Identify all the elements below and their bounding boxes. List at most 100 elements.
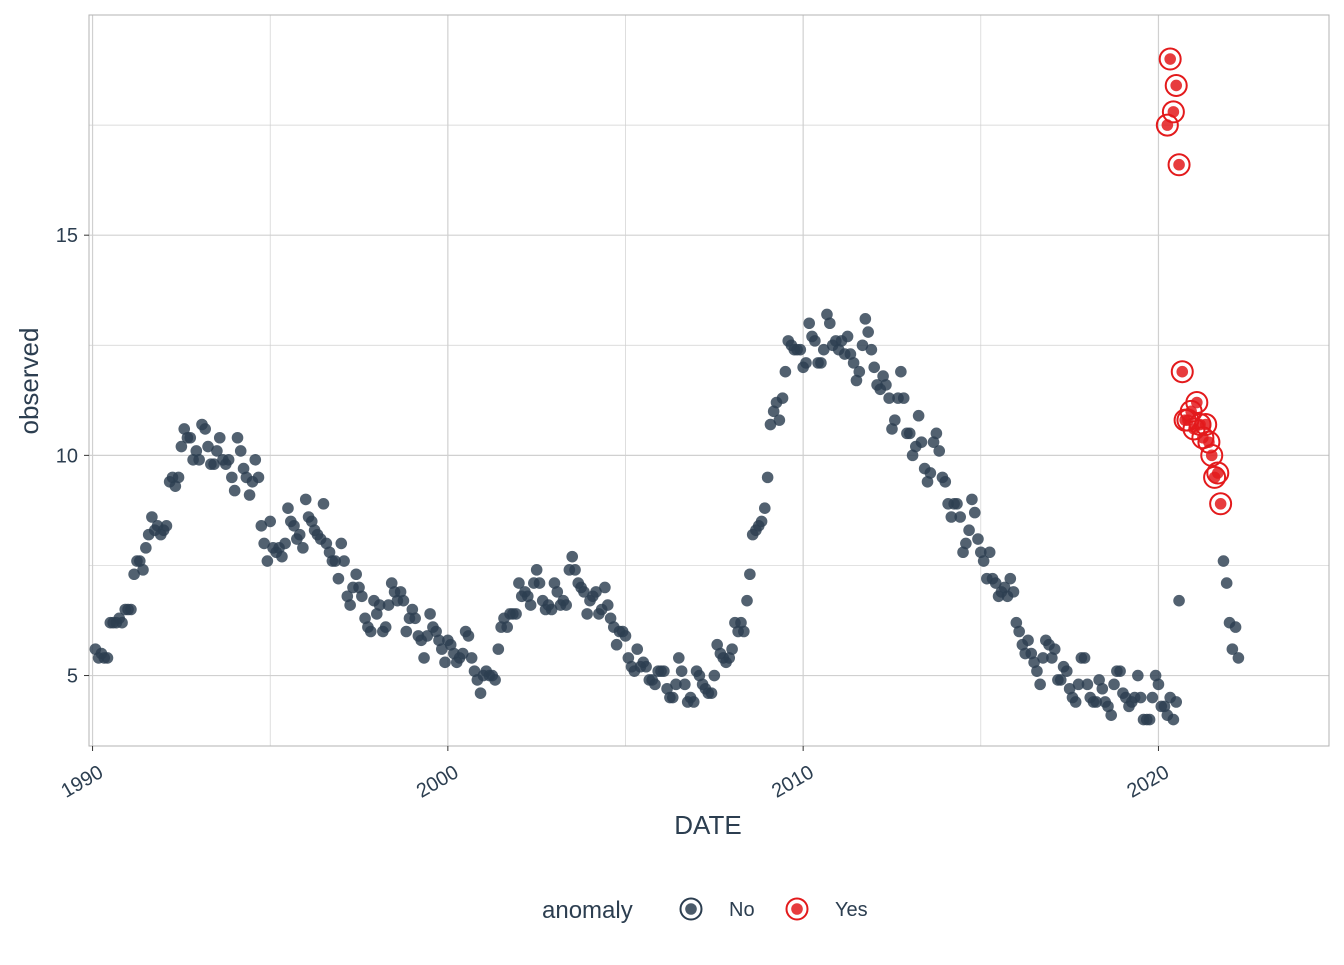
data-point [853, 365, 866, 378]
data-point [744, 568, 756, 581]
data-point [1054, 674, 1067, 686]
data-point [880, 379, 892, 391]
data-point [1114, 665, 1126, 677]
data-point [1078, 652, 1091, 664]
data-point [1093, 674, 1105, 686]
legend-key-dot [791, 903, 803, 915]
data-point [738, 625, 750, 638]
data-point [444, 638, 457, 651]
data-point [199, 423, 211, 435]
anomaly-point [1164, 53, 1176, 65]
data-point [344, 599, 356, 611]
data-point [421, 630, 434, 642]
data-point [468, 665, 481, 677]
data-point [1108, 678, 1120, 691]
data-point [211, 445, 223, 457]
data-point [578, 586, 590, 598]
data-point [1134, 691, 1147, 704]
data-point [1013, 625, 1025, 638]
data-point [672, 652, 685, 664]
data-point [977, 555, 990, 567]
data-point [379, 621, 392, 633]
data-point [927, 436, 940, 448]
data-point [844, 348, 857, 360]
data-point [794, 343, 807, 356]
data-point [1146, 691, 1159, 704]
data-point [850, 374, 863, 387]
data-point [320, 537, 333, 550]
data-point [317, 498, 330, 510]
data-point [261, 555, 274, 567]
anomaly-point [1211, 467, 1224, 479]
data-point [1060, 665, 1073, 677]
data-point [222, 453, 235, 466]
anomaly-ring [1194, 413, 1218, 437]
data-point [649, 678, 661, 691]
data-point [382, 599, 395, 611]
data-point [359, 612, 371, 625]
data-point [1143, 713, 1156, 726]
legend: anomaly No Yes [542, 897, 868, 924]
data-point [137, 564, 149, 576]
data-point [1149, 669, 1162, 682]
data-point [370, 608, 383, 620]
anomaly-ring [1185, 391, 1209, 415]
data-point [755, 515, 768, 528]
anomaly-ring [1164, 73, 1188, 97]
data-point [741, 594, 753, 607]
data-point [903, 427, 916, 440]
data-point [237, 462, 250, 475]
anomaly-point [1199, 418, 1212, 431]
data-point [957, 546, 969, 559]
data-point [779, 365, 792, 378]
data-point [338, 555, 350, 567]
data-point [264, 515, 277, 528]
data-point [258, 537, 270, 550]
data-point [202, 440, 214, 453]
y-tick-label: 5 [67, 666, 78, 688]
data-point [1025, 647, 1038, 660]
data-point [226, 471, 238, 484]
data-point [462, 630, 475, 642]
anomaly-ring [1158, 47, 1182, 71]
data-point [252, 471, 265, 484]
data-point [373, 599, 386, 611]
data-point [178, 423, 191, 435]
data-point [299, 493, 312, 506]
data-point [886, 423, 898, 435]
data-point [134, 555, 146, 567]
anomaly-ring [1167, 153, 1191, 177]
x-axis-title: DATE [674, 810, 741, 840]
data-point [581, 608, 593, 620]
data-point [968, 506, 981, 519]
data-point [297, 542, 309, 554]
data-point [951, 498, 963, 510]
data-point [708, 669, 721, 682]
data-point [465, 652, 478, 664]
anomaly-point [1167, 106, 1180, 118]
data-point [160, 520, 173, 532]
data-point [619, 630, 632, 642]
legend-title: anomaly [542, 897, 633, 924]
data-point [356, 590, 368, 603]
data-point [930, 427, 943, 440]
data-point [1173, 594, 1185, 607]
data-point [723, 652, 736, 664]
data-point [524, 599, 537, 611]
data-point [915, 436, 928, 448]
data-point [590, 586, 602, 598]
data-point [424, 608, 436, 620]
data-point [1004, 572, 1017, 585]
data-point [960, 537, 972, 550]
y-tick-label: 15 [56, 225, 78, 247]
data-point [945, 511, 958, 523]
data-point [661, 682, 673, 695]
plot-panel-border [88, 14, 1330, 747]
data-point [989, 577, 1002, 589]
data-point [631, 643, 644, 655]
data-point [1220, 577, 1233, 589]
data-point [776, 392, 789, 404]
data-point [353, 581, 365, 594]
data-point [975, 546, 987, 559]
